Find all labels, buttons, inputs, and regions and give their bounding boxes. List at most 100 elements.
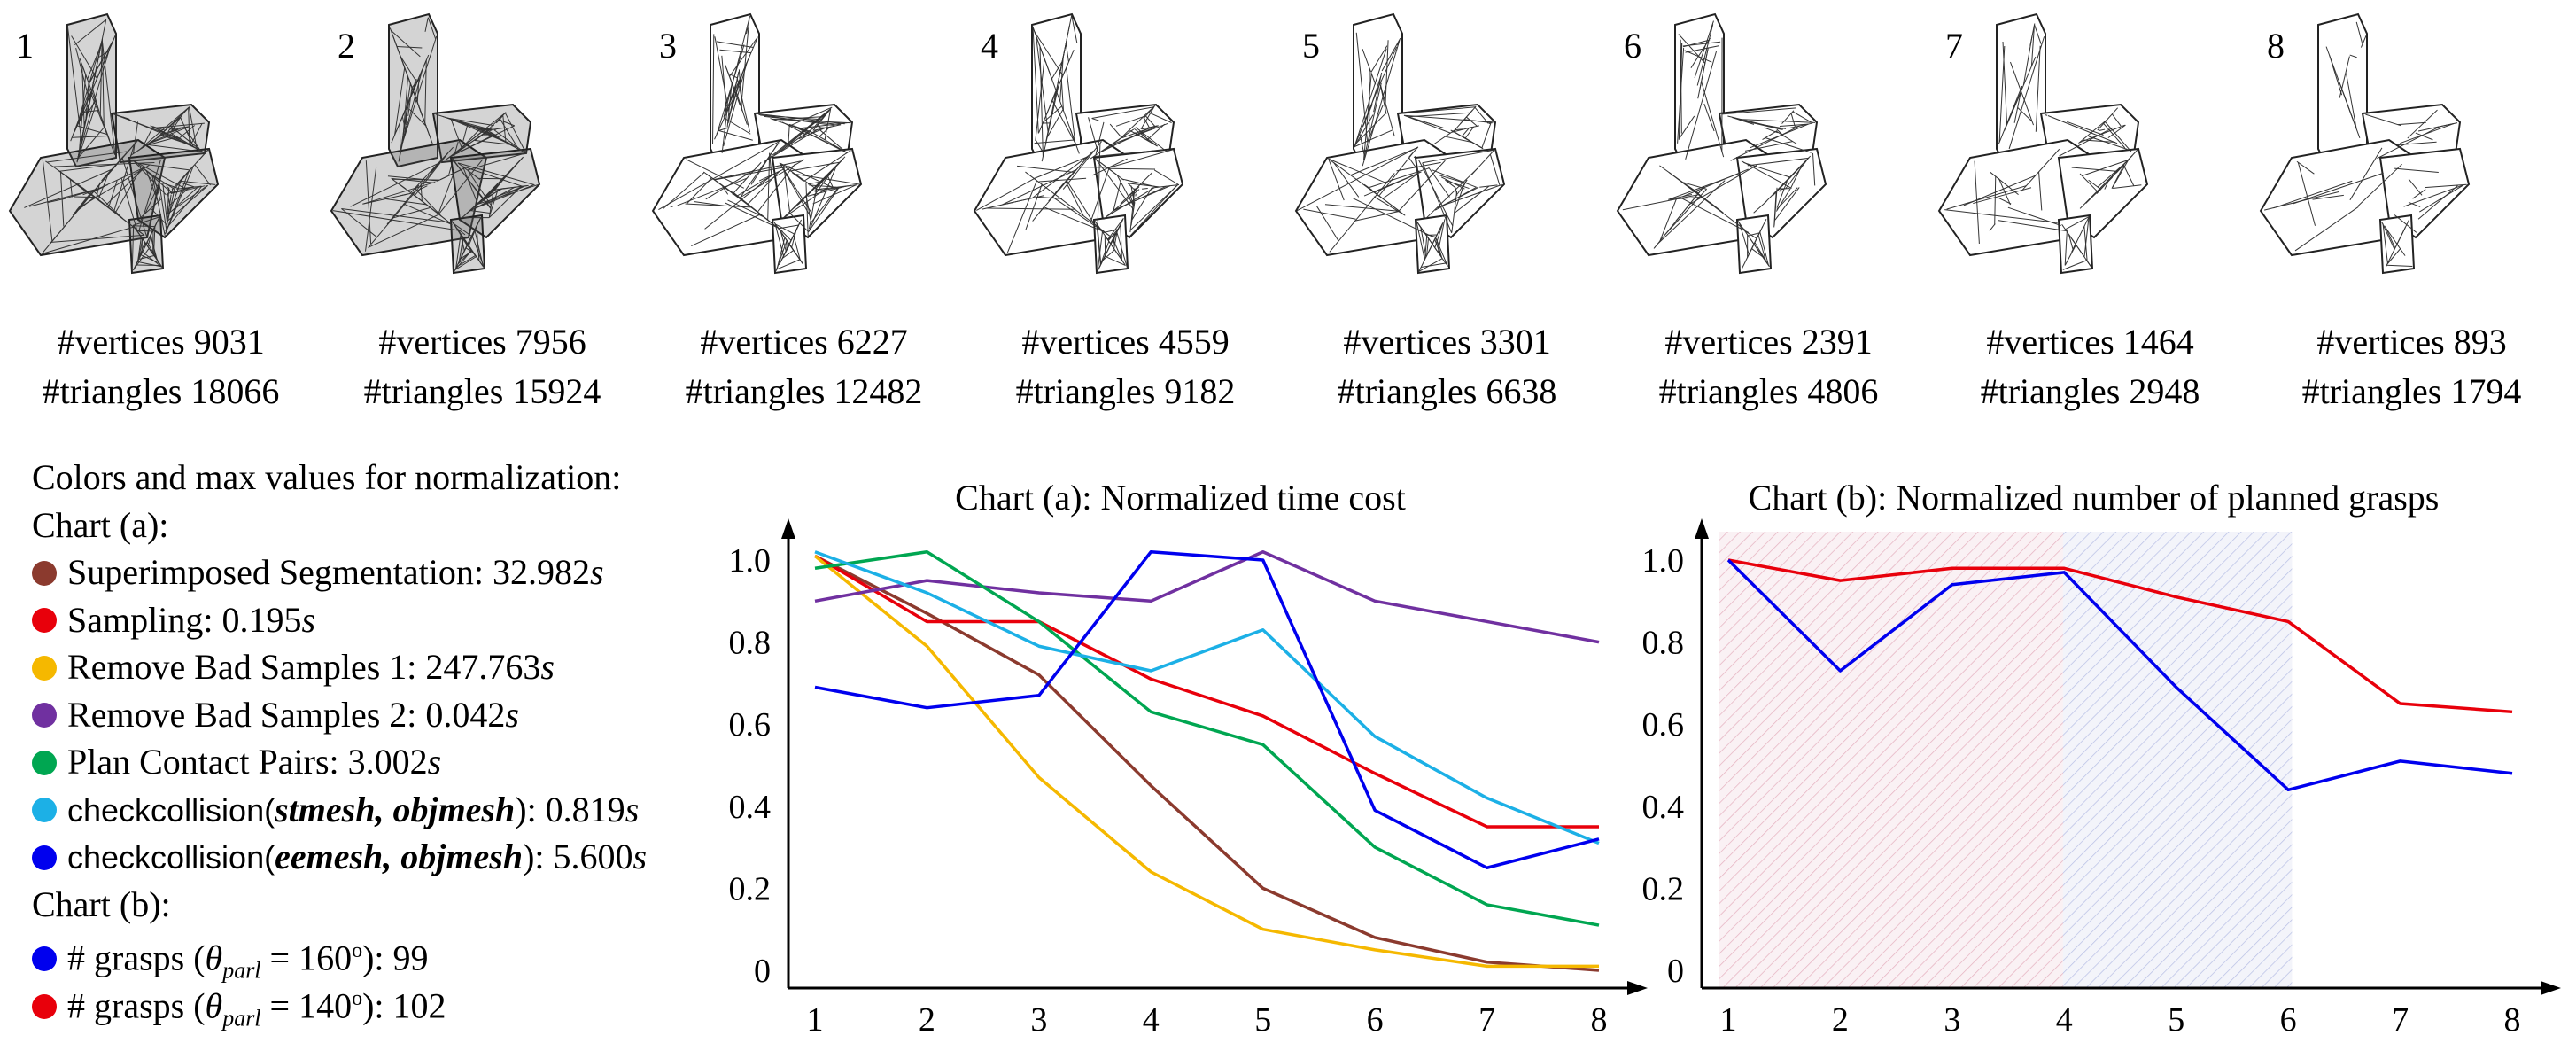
legend-label: Plan Contact Pairs: 3.002 — [67, 742, 428, 782]
mesh-edge — [140, 230, 153, 256]
mesh-edge — [2417, 123, 2454, 132]
legend: Colors and max values for normalization:… — [32, 454, 723, 1031]
mesh-edge — [1354, 129, 1393, 148]
mesh-edge — [812, 184, 857, 205]
mesh-edge — [825, 124, 842, 129]
mesh-edge — [2293, 172, 2384, 205]
mesh-edge — [1751, 242, 1756, 248]
mesh-edge — [2407, 109, 2438, 139]
legend-dot — [32, 845, 57, 870]
mesh-edge — [1668, 172, 1742, 200]
mesh-edge — [1434, 222, 1444, 248]
mesh-edge — [1329, 173, 1395, 253]
mesh-edge — [151, 175, 166, 237]
mesh-edge — [1035, 139, 1044, 154]
mesh-edge — [489, 189, 499, 217]
mesh-edge — [1775, 130, 1797, 145]
mesh-edge — [113, 113, 182, 140]
mesh-edge — [1044, 206, 1106, 233]
mesh-edge — [1296, 146, 1419, 212]
mesh-edge — [1303, 208, 1356, 220]
mesh-edge — [150, 207, 167, 225]
chart-b-y-tick-label: 1.0 — [1642, 542, 1685, 580]
chart-a-x-tick-label: 6 — [1367, 1001, 1384, 1039]
mesh-edge — [1418, 258, 1443, 272]
mesh-edge — [1428, 237, 1436, 252]
mesh-edge — [465, 202, 479, 215]
mesh-edge — [72, 139, 139, 216]
mesh-edge — [746, 27, 749, 35]
legend-unit: s — [625, 789, 640, 829]
mesh-edge — [368, 245, 371, 249]
mesh-edge — [1143, 106, 1154, 119]
mesh-edge — [2397, 121, 2426, 126]
mesh-edge — [2088, 179, 2101, 191]
mesh-edge — [687, 177, 712, 204]
mesh-edge — [2381, 222, 2395, 250]
mesh-edge — [1730, 125, 1800, 161]
mesh-edge — [24, 168, 113, 208]
mesh-edge — [476, 226, 480, 261]
mesh-edge — [1129, 188, 1136, 233]
triangle-count: #triangles 15924 — [363, 371, 601, 411]
mesh-edge — [1066, 180, 1095, 224]
mesh-edge — [1115, 115, 1146, 127]
mesh-edge — [2059, 127, 2114, 157]
mesh-edge — [2099, 128, 2106, 131]
mesh-edge — [1416, 221, 1425, 261]
mesh-edge — [1474, 106, 1489, 124]
mesh-edge — [716, 41, 754, 48]
mesh-edge — [453, 159, 484, 199]
mesh-edge — [808, 166, 837, 232]
mesh-edge — [171, 128, 175, 131]
mesh-edge — [1153, 169, 1179, 185]
chart-a-series-line-1 — [814, 554, 1600, 972]
mesh-edge — [136, 162, 190, 171]
mesh-edge — [1464, 126, 1474, 139]
mesh-edge — [1776, 181, 1788, 208]
mesh-edge — [1422, 149, 1494, 164]
mesh-wireframe — [8, 12, 220, 275]
mesh-edge — [75, 47, 90, 102]
mesh-edge — [42, 159, 53, 241]
mesh-edge — [1106, 187, 1155, 218]
mesh-edge — [1677, 48, 1685, 144]
mesh-edge — [454, 256, 477, 271]
mesh-edge — [114, 168, 142, 214]
mesh-part — [2378, 147, 2471, 239]
mesh-edge — [2394, 167, 2439, 173]
mesh-edge — [2105, 121, 2132, 152]
mesh-edge — [165, 189, 175, 232]
mesh-edge — [467, 170, 492, 206]
mesh-edge — [450, 119, 463, 150]
mesh-edge — [791, 106, 833, 126]
mesh-edge — [1362, 73, 1372, 160]
vertex-count: #vertices 4559 — [1021, 322, 1230, 362]
mesh-edge — [403, 203, 453, 226]
mesh-edge — [2386, 248, 2401, 265]
mesh-edge — [764, 108, 832, 162]
mesh-edge — [468, 222, 479, 246]
mesh-edge — [1678, 34, 1706, 64]
chart-b-x-tick-label: 5 — [2168, 1001, 2184, 1039]
mesh-edge — [391, 30, 421, 58]
mesh-edge — [1773, 165, 1803, 197]
vertex-count: #vertices 2391 — [1664, 322, 1873, 362]
mesh-edge — [2273, 180, 2353, 209]
mesh-wireframe — [330, 12, 541, 275]
mesh-edge — [2071, 167, 2118, 172]
legend-dot — [32, 946, 57, 972]
mesh-edge — [1418, 160, 1454, 227]
mesh-edge — [2115, 166, 2123, 174]
mesh-edge — [1362, 49, 1372, 73]
mesh-edge — [816, 158, 844, 189]
mesh-edge — [1130, 202, 1136, 226]
mesh-edge — [95, 40, 114, 82]
mesh-edge — [2079, 124, 2125, 144]
mesh-edge — [1071, 15, 1078, 43]
mesh-edge — [101, 38, 105, 125]
mesh-edge — [2408, 201, 2421, 207]
mesh-edge — [1333, 162, 1360, 198]
mesh-edge — [159, 132, 165, 137]
mesh-edge — [420, 183, 423, 202]
